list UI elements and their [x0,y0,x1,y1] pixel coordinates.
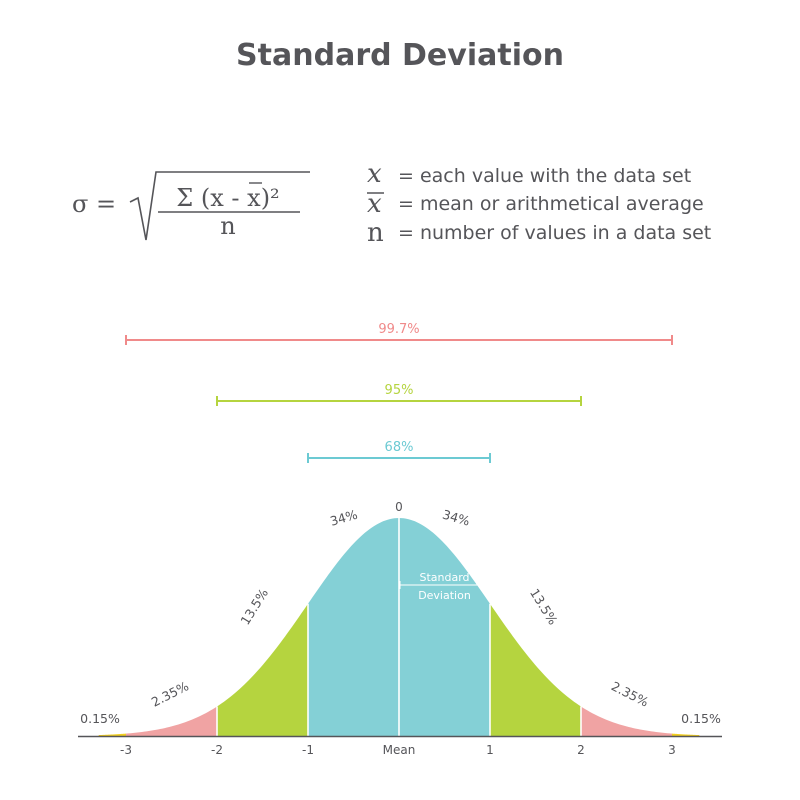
x-tick-label: -1 [302,743,314,757]
range-label: 99.7% [378,322,419,337]
legend-symbol-xbar: x [367,189,382,219]
sd-annotation-line1: Standard [419,571,469,584]
formula-denominator: n [220,212,235,240]
region-percent-label: 34% [328,507,359,529]
formula-radical [129,171,310,241]
region-7 [672,733,700,736]
chart-title: Standard Deviation [236,38,564,73]
x-tick-label: -3 [120,743,132,757]
region-percent-label: 2.35% [609,678,651,709]
legend-symbol-x: x [367,159,382,189]
range-label: 68% [385,440,414,455]
range-label: 95% [385,383,414,398]
x-tick-label: -2 [211,743,223,757]
region-percent-label: 0.15% [80,711,120,726]
peak-label: 0 [395,500,403,514]
region-percent-label: 13.5% [237,586,271,628]
region-2 [217,603,308,736]
x-tick-label: Mean [383,743,416,757]
region-4 [399,518,490,736]
region-5 [490,603,581,736]
sd-annotation-line2: Deviation [418,589,471,602]
x-tick-label: 3 [668,743,676,757]
formula-sigma: σ = [72,190,116,218]
region-percent-label: 2.35% [149,678,191,709]
formula: σ = Σ (x - x)² n [72,171,310,241]
region-percent-label: 0.15% [681,711,721,726]
range-brackets: 99.7% 95% 68% [125,322,673,463]
region-1 [126,706,217,736]
formula-numerator: Σ (x - x)² [176,184,279,212]
x-tick-label: 2 [577,743,585,757]
region-3 [308,518,399,736]
legend-symbol-n: n [367,218,384,248]
region-6 [581,706,672,736]
region-0 [98,733,126,736]
area-regions [78,518,722,738]
legend-text-x: = each value with the data set [398,165,691,187]
region-percent-label: 13.5% [527,586,561,628]
x-tick-label: 1 [486,743,494,757]
variable-legend: x = each value with the data set x = mea… [367,159,711,248]
legend-text-xbar: = mean or arithmetical average [398,193,704,215]
legend-text-n: = number of values in a data set [398,222,711,244]
region-percent-label: 34% [441,507,472,529]
